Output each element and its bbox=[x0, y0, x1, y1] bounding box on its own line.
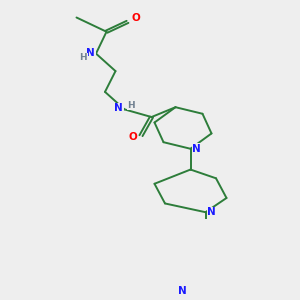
Text: N: N bbox=[192, 144, 201, 154]
Text: H: H bbox=[127, 100, 135, 109]
Text: N: N bbox=[178, 286, 187, 296]
Text: N: N bbox=[86, 47, 95, 58]
Text: N: N bbox=[207, 207, 216, 217]
Text: O: O bbox=[128, 132, 137, 142]
Text: H: H bbox=[80, 53, 87, 62]
Text: N: N bbox=[114, 103, 123, 113]
Text: O: O bbox=[131, 13, 140, 23]
